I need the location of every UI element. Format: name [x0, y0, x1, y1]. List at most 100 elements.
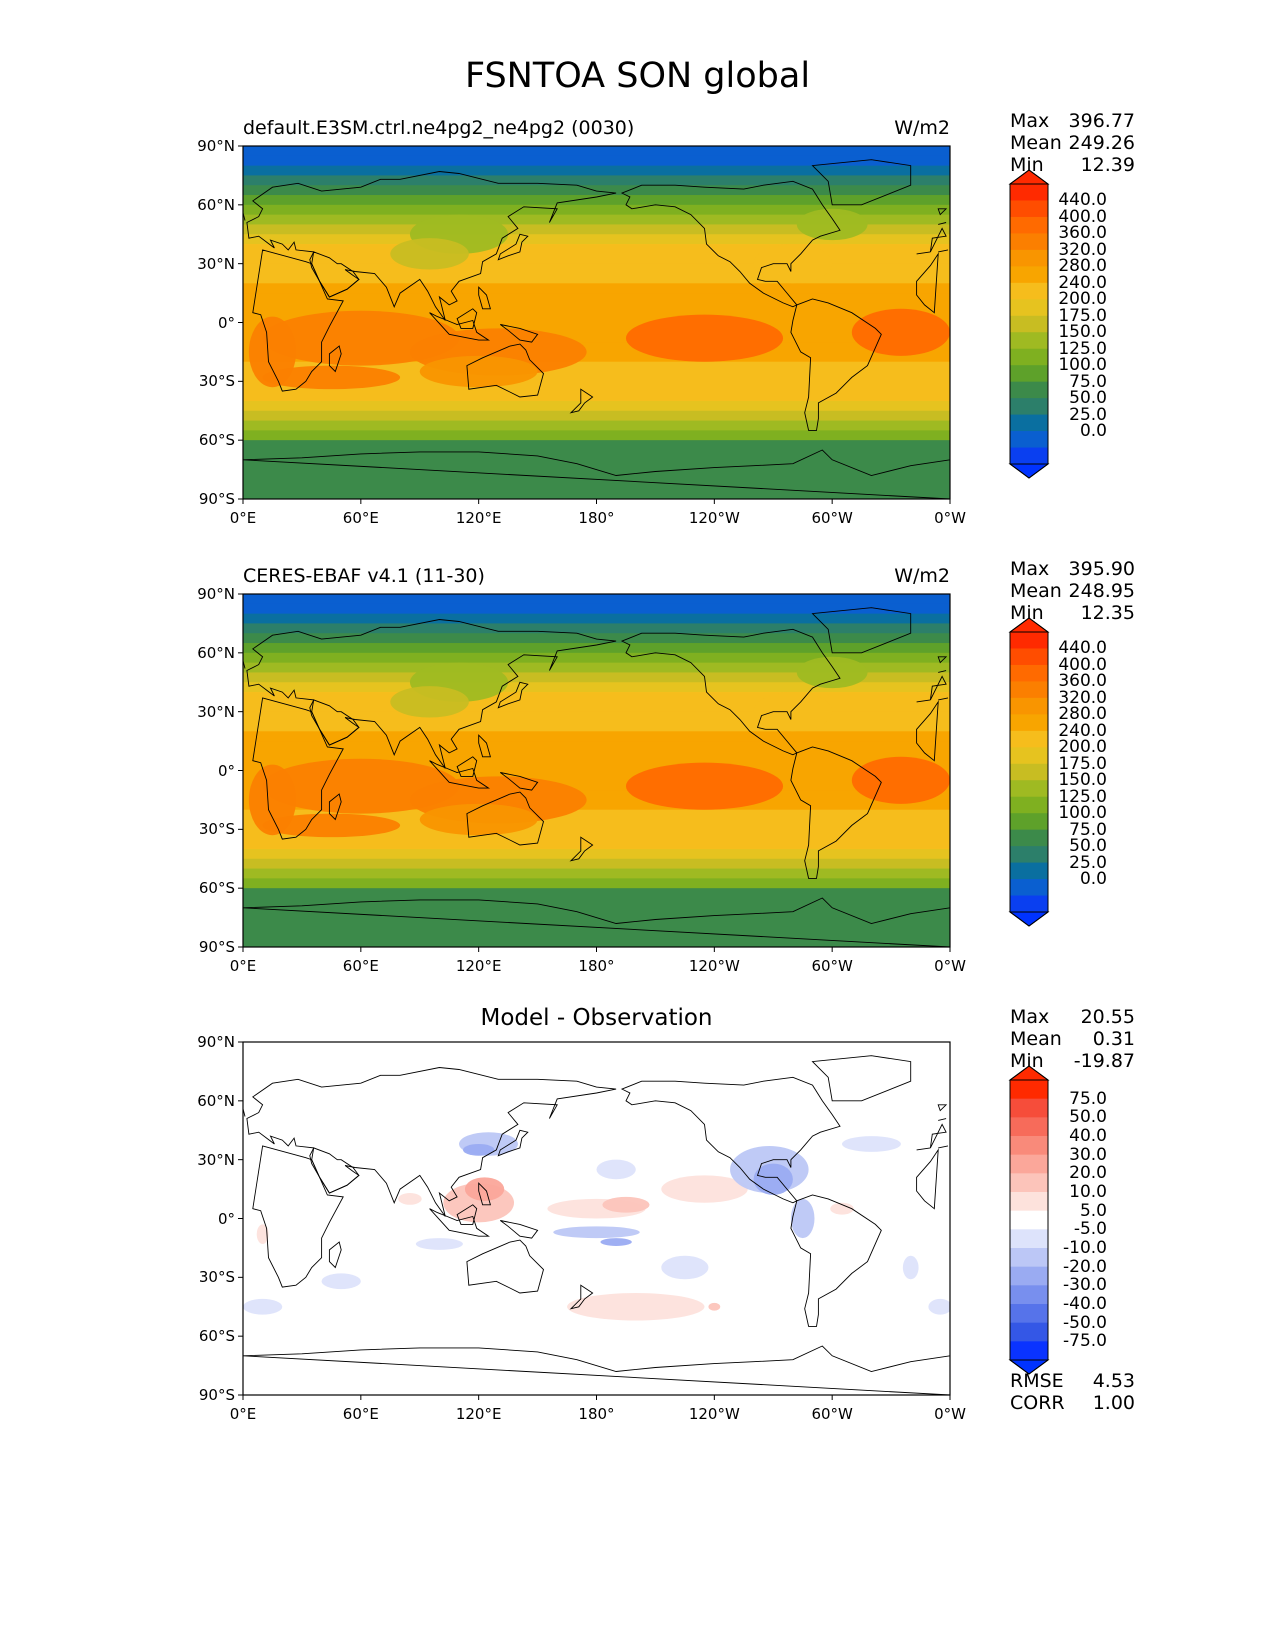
map-field-1 — [243, 146, 950, 499]
lon-tick-label: 0°W — [934, 1405, 966, 1423]
stat-value: -19.87 — [1073, 1050, 1135, 1072]
colorbar-bin — [1010, 796, 1048, 814]
colorbar-tick-label: 25.0 — [1069, 852, 1107, 873]
colorbar-bin — [1010, 714, 1048, 732]
stat-row: Mean 0.31 — [1010, 1028, 1135, 1050]
lat-tick-label: 90°S — [198, 1386, 235, 1404]
colorbar-bin — [1010, 846, 1048, 864]
colorbar-bin — [1010, 315, 1048, 333]
figure-title: FSNTOA SON global — [464, 56, 811, 96]
colorbar-tick-label: 360.0 — [1058, 671, 1107, 692]
lon-tick-label: 180° — [578, 509, 615, 527]
stats-block: Max 395.90 Mean 248.95 Min 12.35 — [1010, 558, 1135, 624]
stat-key: CORR — [1010, 1392, 1065, 1414]
stats-block: Max 396.77 Mean 249.26 Min 12.39 — [1010, 110, 1135, 176]
stat-value: 395.90 — [1068, 558, 1135, 580]
colorbar-bin — [1010, 1117, 1048, 1137]
colorbar-bin — [1010, 233, 1048, 251]
colorbar-tick-label: 125.0 — [1058, 786, 1107, 807]
colorbar-bin — [1010, 780, 1048, 798]
colorbar-bin — [1010, 1229, 1048, 1249]
colorbar-tick-label: -30.0 — [1063, 1275, 1107, 1296]
colorbar-bin — [1010, 632, 1048, 649]
lon-tick-label: 120°E — [455, 509, 502, 527]
colorbar-tick-label: 10.0 — [1069, 1182, 1107, 1202]
colorbar-bin — [1010, 348, 1048, 366]
panel-label: default.E3SM.ctrl.ne4pg2_ne4pg2 (0030) — [243, 117, 635, 139]
lat-tick-label: 0° — [217, 313, 235, 332]
colorbar-tick-label: 200.0 — [1058, 289, 1107, 310]
lon-tick-label: 120°W — [688, 1405, 740, 1423]
panel-center-title: Model - Observation — [480, 1005, 713, 1031]
lon-tick-label: 60°E — [342, 957, 379, 975]
stat-row: Max 395.90 — [1010, 558, 1135, 580]
colorbar-bin — [1010, 414, 1048, 432]
colorbar-bin — [1010, 1136, 1048, 1156]
colorbar-bin — [1010, 184, 1048, 201]
lon-tick-label: 0°W — [934, 509, 966, 527]
error-stats-block: RMSE 4.53 CORR 1.00 — [1010, 1370, 1135, 1414]
lat-tick-label: 30°S — [198, 1268, 235, 1287]
colorbar-bin — [1010, 1341, 1048, 1361]
lon-tick-label: 120°E — [455, 957, 502, 975]
colorbar-bin — [1010, 299, 1048, 317]
panel-units: W/m2 — [894, 117, 950, 139]
colorbar — [1008, 169, 1050, 479]
colorbar-tick-label: 400.0 — [1058, 206, 1107, 227]
stat-row: RMSE 4.53 — [1010, 1370, 1135, 1392]
colorbar-bin — [1010, 216, 1048, 234]
lat-tick-label: 30°N — [197, 254, 235, 273]
lat-tick-label: 60°S — [198, 1327, 235, 1346]
colorbar-bin — [1010, 648, 1048, 666]
colorbar-tick-label: 75.0 — [1069, 371, 1107, 392]
colorbar-tick-label: 20.0 — [1069, 1163, 1107, 1184]
colorbar-bin — [1010, 1285, 1048, 1305]
lon-tick-label: 60°W — [811, 509, 853, 527]
colorbar-tick-label: 50.0 — [1069, 1107, 1107, 1128]
colorbar-bin — [1010, 813, 1048, 831]
colorbar-tick-label: 320.0 — [1058, 687, 1107, 708]
colorbar — [1008, 1065, 1050, 1375]
coastlines — [243, 1055, 950, 1395]
stat-row: Max 20.55 — [1010, 1006, 1135, 1028]
lat-tick-label: 60°S — [198, 879, 235, 898]
coastlines — [243, 159, 950, 499]
stat-row: Min -19.87 — [1010, 1050, 1135, 1072]
stat-key: Min — [1010, 1050, 1044, 1072]
stat-row: Mean 249.26 — [1010, 132, 1135, 154]
colorbar-bin — [1010, 249, 1048, 267]
colorbar-bin — [1010, 447, 1048, 465]
stat-row: CORR 1.00 — [1010, 1392, 1135, 1414]
colorbar-bin — [1010, 1098, 1048, 1118]
colorbar-bin — [1010, 365, 1048, 383]
colorbar-outline — [1009, 169, 1049, 479]
colorbar-bin — [1010, 1322, 1048, 1342]
stat-row: Min 12.39 — [1010, 154, 1135, 176]
colorbar-bin — [1010, 332, 1048, 350]
stat-key: Max — [1010, 110, 1050, 132]
lat-tick-label: 90°S — [198, 490, 235, 508]
panel-units: W/m2 — [894, 565, 950, 587]
stat-key: Mean — [1010, 1028, 1062, 1050]
stat-key: Max — [1010, 558, 1050, 580]
lat-tick-label: 0° — [217, 1209, 235, 1228]
colorbar-tick-label: 100.0 — [1058, 803, 1107, 824]
colorbar-bin — [1010, 200, 1048, 218]
lon-tick-label: 120°W — [688, 957, 740, 975]
colorbar-tick-label: 40.0 — [1069, 1126, 1107, 1146]
colorbar-tick-label: 175.0 — [1058, 305, 1107, 326]
stat-value: 12.39 — [1080, 154, 1135, 176]
lat-tick-label: 0° — [217, 761, 235, 780]
colorbar-tick-label: -50.0 — [1063, 1312, 1107, 1333]
colorbar-bin — [1010, 1154, 1048, 1174]
stat-key: Mean — [1010, 132, 1062, 154]
map-panel-3: Model - Observation 90°N 60°N 30°N 0° 30°S 60°… — [0, 0, 1275, 1423]
lon-tick-label: 120°W — [688, 509, 740, 527]
colorbar-bin — [1010, 697, 1048, 715]
colorbar-tick-label: 280.0 — [1058, 704, 1107, 725]
map-field-2 — [243, 594, 950, 947]
colorbar-tick-label: 150.0 — [1058, 322, 1107, 343]
lat-tick-label: 60°N — [197, 195, 235, 214]
colorbar-bin — [1010, 664, 1048, 682]
lon-tick-label: 0°E — [229, 1405, 257, 1423]
